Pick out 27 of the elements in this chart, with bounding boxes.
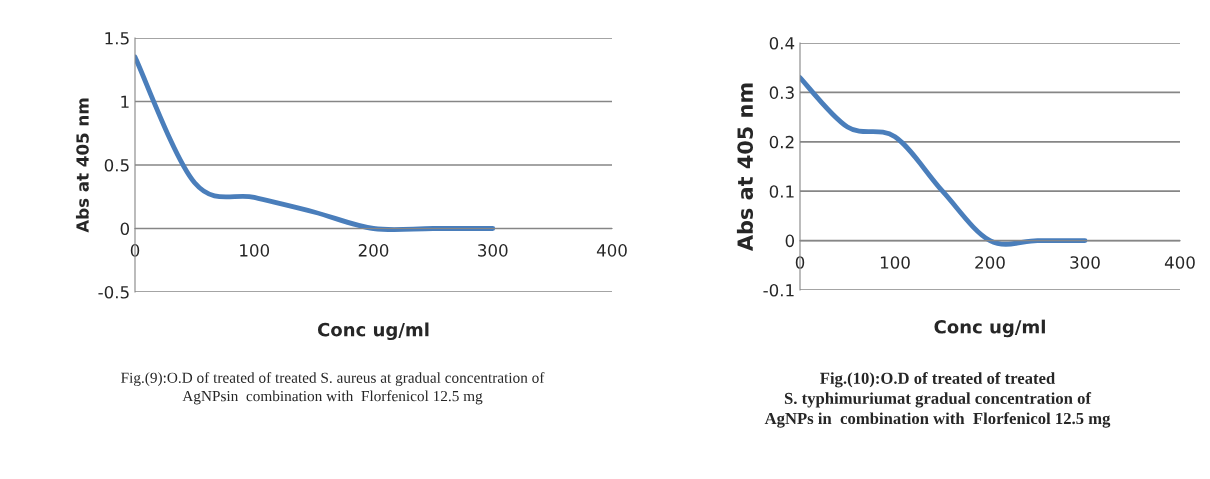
x-tick-label: 100 xyxy=(240,244,270,257)
y-axis-title: Abs at 405 nm xyxy=(736,83,754,252)
x-tick-label: 200 xyxy=(358,244,389,257)
y-tick-label: 0.2 xyxy=(769,135,794,149)
y-tick-label: 0 xyxy=(785,234,795,248)
x-tick-label: 300 xyxy=(1070,256,1100,269)
y-tick-label: 1 xyxy=(121,95,129,108)
y-axis-title: Abs at 405 nm xyxy=(75,98,89,233)
y-tick-label: 0.5 xyxy=(104,158,129,172)
x-tick-label: 400 xyxy=(596,244,627,257)
x-tick-label: 400 xyxy=(1164,256,1195,269)
x-tick-label: 200 xyxy=(975,256,1005,269)
x-tick-label: 300 xyxy=(478,244,508,257)
x-axis-title: Conc ug/ml xyxy=(934,319,1045,338)
x-axis-title: Conc ug/ml xyxy=(317,322,429,341)
y-tick-label: -0.1 xyxy=(763,283,794,297)
x-tick-label: 0 xyxy=(130,244,140,257)
y-tick-label: 0.1 xyxy=(769,185,794,198)
text: Fig.(9):O.D of treated of treated S. aureus at gradual concentration of AgNPsin combination with Florfenicol 12.5 mg xyxy=(121,372,545,405)
y-tick-label: 0.3 xyxy=(769,86,794,99)
y-tick-label: 1.5 xyxy=(105,32,129,45)
x-tick-label: 100 xyxy=(880,256,910,269)
y-tick-label: 0 xyxy=(120,222,130,236)
x-tick-label: 0 xyxy=(795,256,805,269)
y-tick-label: -0.5 xyxy=(98,285,129,299)
y-tick-label: 0.4 xyxy=(769,36,795,50)
text: Fig.(10):O.D of treated of treated S. typhimuriumat gradual concentration of AgNPs in combination with Florfenicol 12.5 mg xyxy=(764,372,1111,428)
